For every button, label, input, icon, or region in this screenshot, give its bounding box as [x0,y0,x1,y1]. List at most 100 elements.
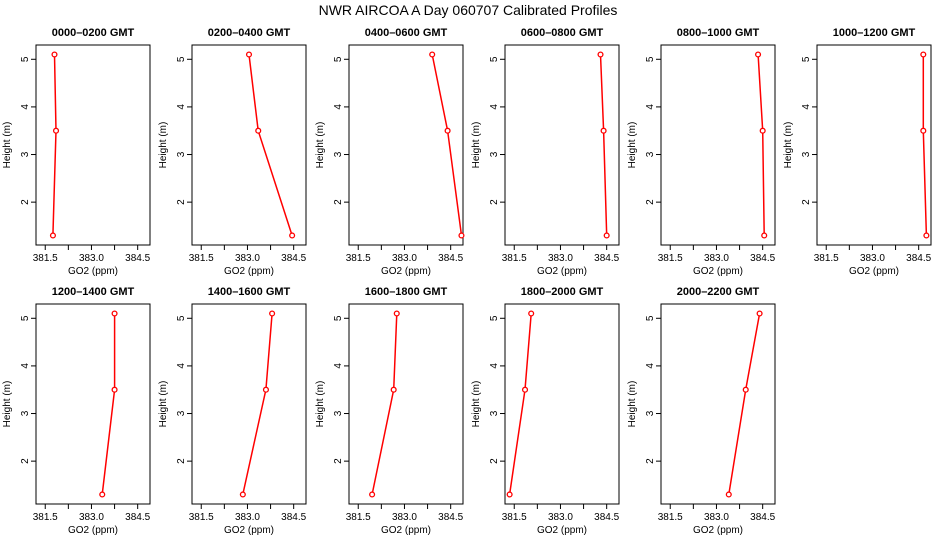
x-tick-label: 384.5 [281,512,306,523]
x-axis-label: GO2 (ppm) [68,525,118,536]
y-tick-label: 2 [333,458,344,464]
y-tick-label: 3 [801,151,812,157]
plot-frame [348,303,464,505]
y-axis-label: Height (m) [158,381,169,428]
profile-line [52,54,57,236]
x-axis-label: GO2 (ppm) [537,266,587,277]
profile-panel: 1000–1200 GMT 381.5 383.0 384.5 2 3 4 5 GO2 (ppm… [783,27,932,277]
x-axis-label: GO2 (ppm) [849,266,899,277]
y-tick-label: 5 [489,315,500,321]
x-axis-label: GO2 (ppm) [381,266,431,277]
y-tick-label: 5 [333,56,344,62]
data-point [111,310,118,317]
y-tick-label: 3 [645,410,656,416]
profile-line [757,54,765,236]
y-axis-label: Height (m) [627,122,638,169]
y-tick-label: 5 [489,56,500,62]
x-tick-label: 381.5 [502,253,527,264]
x-axis-label: GO2 (ppm) [693,525,743,536]
y-tick-label: 3 [645,151,656,157]
x-tick-label: 384.5 [594,253,619,264]
plot-frame [660,303,776,505]
data-point [756,310,763,317]
data-point [444,127,451,134]
x-tick-label: 383.0 [235,253,260,264]
x-tick-label: 383.0 [548,253,573,264]
x-axis-label: GO2 (ppm) [381,525,431,536]
profile-panel: 1400–1600 GMT 381.5 383.0 384.5 2 3 4 5 GO2 (ppm… [158,286,307,536]
y-tick-label: 5 [20,56,31,62]
y-axis-label: Height (m) [315,122,326,169]
x-axis-label: GO2 (ppm) [68,266,118,277]
x-tick-label: 381.5 [658,512,683,523]
x-tick-label: 381.5 [346,253,371,264]
y-tick-label: 2 [20,458,31,464]
data-point [255,127,262,134]
y-tick-label: 4 [176,104,187,110]
profile-line [101,313,116,495]
panel-title: 1800–2000 GMT [521,286,604,298]
x-tick-label: 384.5 [594,512,619,523]
profile-panel: 0600–0800 GMT 381.5 383.0 384.5 2 3 4 5 GO2 (ppm… [471,27,620,277]
data-point [742,386,749,393]
data-point [52,127,60,134]
panel-title: 0200–0400 GMT [208,27,291,39]
data-point [920,127,927,134]
x-tick-label: 381.5 [814,253,839,264]
data-point [725,491,732,498]
y-tick-label: 3 [489,410,500,416]
y-axis-label: Height (m) [315,381,326,428]
y-tick-label: 2 [333,199,344,205]
x-tick-label: 384.5 [125,512,150,523]
y-tick-label: 4 [645,104,656,110]
y-axis-label: Height (m) [783,122,794,169]
data-point [920,51,927,58]
y-tick-label: 5 [333,315,344,321]
panel-title: 1000–1200 GMT [833,27,916,39]
data-point [600,127,607,134]
plot-frame [35,44,151,246]
panel-title: 0800–1000 GMT [677,27,760,39]
data-point [111,386,118,393]
panel-title: 0600–0800 GMT [521,27,604,39]
data-point [755,51,762,58]
y-tick-label: 4 [176,363,187,369]
y-tick-label: 5 [801,56,812,62]
panel-title: 1600–1800 GMT [365,286,448,298]
x-tick-label: 381.5 [33,512,58,523]
profile-panel: 0200–0400 GMT 381.5 383.0 384.5 2 3 4 5 GO2 (ppm… [158,27,307,277]
data-point [458,232,465,239]
y-tick-label: 4 [20,104,31,110]
x-tick-label: 384.5 [281,253,306,264]
y-tick-label: 3 [176,151,187,157]
plot-frame [35,303,151,505]
y-axis-label: Height (m) [158,122,169,169]
data-point [99,491,106,498]
profile-line [431,54,463,236]
profile-panel: 0400–0600 GMT 381.5 383.0 384.5 2 3 4 5 GO2 (ppm… [315,27,465,277]
y-tick-label: 2 [20,199,31,205]
y-tick-label: 4 [645,363,656,369]
y-tick-label: 2 [489,458,500,464]
x-tick-label: 383.0 [392,512,417,523]
plot-frame [660,44,776,246]
x-tick-label: 381.5 [189,512,214,523]
x-tick-label: 381.5 [658,253,683,264]
x-axis-label: GO2 (ppm) [693,266,743,277]
panel-title: 0000–0200 GMT [52,27,135,39]
figure-title: NWR AIRCOA A Day 060707 Calibrated Profi… [319,2,618,18]
y-tick-label: 4 [333,104,344,110]
data-point [521,386,529,393]
plot-frame [191,303,307,505]
profile-line [242,313,273,495]
x-tick-label: 383.0 [704,253,729,264]
data-point [603,232,610,239]
y-tick-label: 2 [801,199,812,205]
profile-panel: 0000–0200 GMT 381.5 383.0 384.5 2 3 4 5 GO2 (ppm… [2,27,151,277]
profile-panel: 2000–2200 GMT 381.5 383.0 384.5 2 3 4 5 GO2 (ppm… [627,286,776,536]
x-tick-label: 381.5 [189,253,214,264]
x-tick-label: 383.0 [79,512,104,523]
data-point [49,232,56,239]
profile-panel: 1600–1800 GMT 381.5 383.0 384.5 2 3 4 5 GO2 (ppm… [315,286,464,536]
plot-frame [348,44,464,246]
